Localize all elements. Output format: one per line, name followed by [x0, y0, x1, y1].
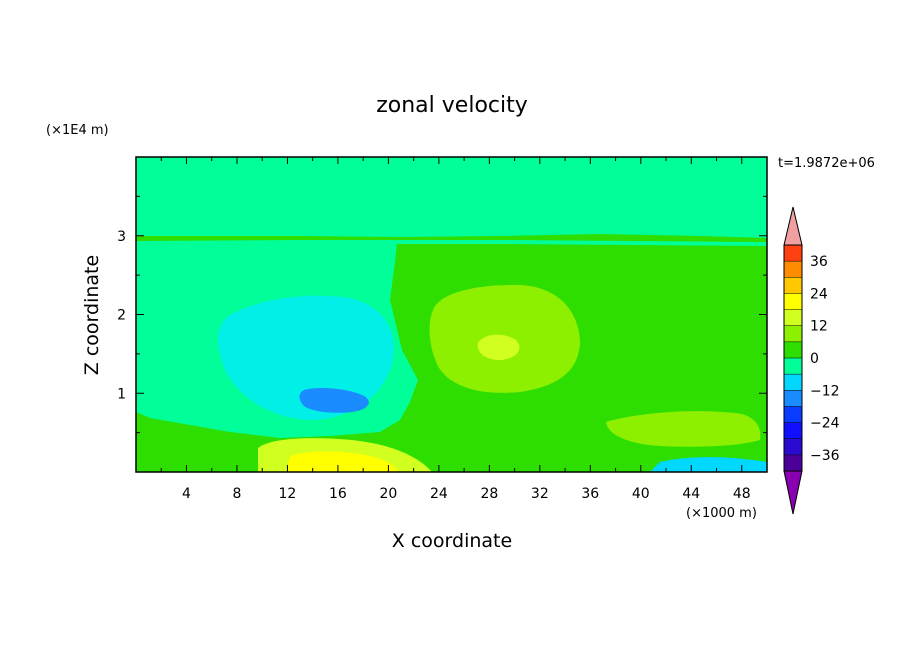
field-positive-core [477, 334, 520, 361]
x-tick-label: 4 [182, 486, 191, 502]
x-tick-label: 36 [581, 486, 599, 502]
colorbar-tick-label: 0 [810, 351, 819, 367]
colorbar-swatch [784, 293, 802, 310]
field-negative-jet-core [299, 388, 369, 413]
colorbar-tick-label: 36 [810, 254, 828, 270]
colorbar-swatch [784, 261, 802, 278]
field-upper-layer [136, 157, 767, 238]
field-negative-jet-cell [218, 295, 394, 420]
colorbar-tick-label: −24 [810, 416, 840, 432]
x-tick-label: 48 [733, 486, 751, 502]
x-tick-label: 20 [379, 486, 397, 502]
colorbar-swatch [784, 341, 802, 358]
y-tick-label: 2 [117, 308, 126, 324]
y-tick-label: 3 [117, 229, 126, 245]
field-upper-stripe [136, 240, 767, 246]
colorbar-swatch [784, 309, 802, 326]
x-axis: 4 8 12 16 20 24 28 32 36 40 44 48 [160, 157, 751, 502]
field-surface-jet-core [286, 451, 398, 472]
chart-title: zonal velocity [376, 93, 528, 118]
field-right-surface-negative [650, 457, 767, 472]
y-unit-label: (×1E4 m) [46, 123, 109, 138]
y-axis-label: Z coordinate [81, 255, 103, 375]
colorbar-swatch [784, 406, 802, 423]
colorbar-tick-label: 12 [810, 319, 828, 335]
x-tick-label: 44 [682, 486, 700, 502]
colorbar-tick-label: −12 [810, 383, 840, 399]
x-tick-label: 32 [531, 486, 549, 502]
x-tick-label: 40 [632, 486, 650, 502]
colorbar-swatch [784, 390, 802, 407]
colorbar-swatch [784, 325, 802, 342]
colorbar-swatch [784, 245, 802, 262]
colorbar-swatch [784, 438, 802, 455]
time-label: t=1.9872e+06 [778, 156, 875, 171]
colorbar-tick-label: 24 [810, 286, 828, 302]
field-right-surface-positive [606, 411, 761, 447]
y-tick-label: 1 [117, 386, 126, 402]
x-tick-label: 12 [279, 486, 297, 502]
x-unit-label: (×1000 m) [686, 506, 757, 521]
colorbar-over-triangle [783, 206, 803, 246]
colorbar-tick-label: −36 [810, 448, 840, 464]
colorbar: 36 24 12 0 −12 −24 −36 [783, 206, 840, 515]
colorbar-swatch [784, 358, 802, 375]
colorbar-swatch [784, 422, 802, 439]
colorbar-swatch [784, 277, 802, 294]
colorbar-swatch [784, 374, 802, 391]
x-tick-label: 28 [480, 486, 498, 502]
colorbar-under-triangle [783, 470, 803, 515]
x-tick-label: 16 [329, 486, 347, 502]
colorbar-swatch [784, 454, 802, 471]
y-axis: 1 2 3 [117, 195, 767, 434]
x-tick-label: 24 [430, 486, 448, 502]
contour-field [136, 157, 767, 472]
x-axis-label: X coordinate [392, 530, 512, 552]
x-tick-label: 8 [232, 486, 241, 502]
